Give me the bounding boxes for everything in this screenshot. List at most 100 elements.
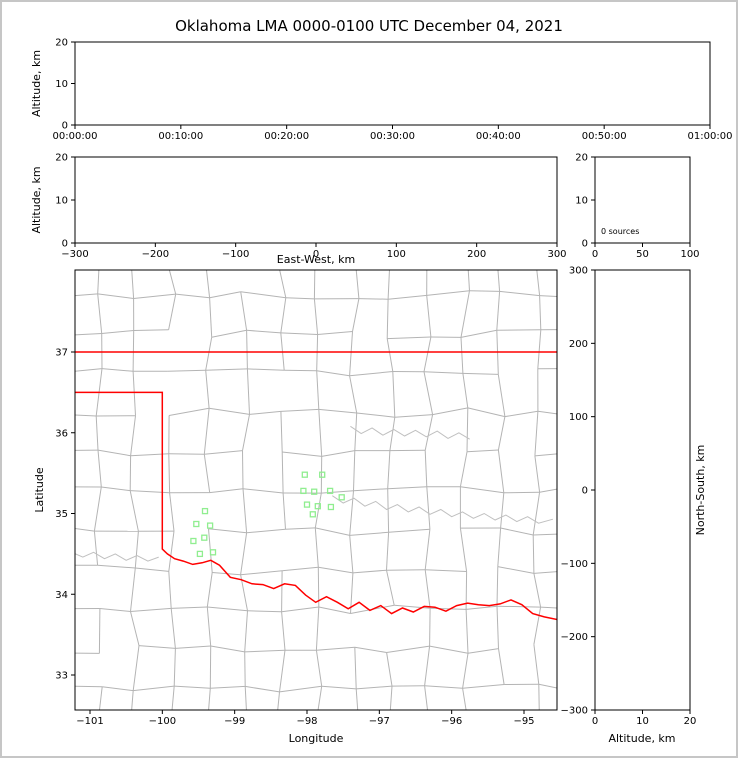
county-line xyxy=(98,608,101,654)
county-line xyxy=(386,299,389,339)
county-line xyxy=(424,569,431,609)
map-content xyxy=(75,270,557,710)
river-line xyxy=(332,495,554,524)
county-line xyxy=(205,270,211,298)
county-line xyxy=(282,566,319,572)
county-line xyxy=(281,611,286,651)
x-tick-label: 00:20:00 xyxy=(264,131,309,142)
lma-station-marker xyxy=(309,511,316,518)
county-line xyxy=(460,486,504,494)
county-line xyxy=(497,374,506,417)
county-line xyxy=(133,293,176,299)
x-tick-label: −96 xyxy=(441,716,462,727)
county-line xyxy=(211,329,247,338)
county-line xyxy=(358,298,389,300)
county-line xyxy=(466,407,469,452)
county-line xyxy=(462,653,469,689)
county-line xyxy=(130,415,136,456)
county-line xyxy=(240,291,286,299)
county-line xyxy=(101,368,134,372)
county-line xyxy=(467,407,506,418)
county-line xyxy=(355,270,360,299)
county-line xyxy=(533,533,557,536)
county-line xyxy=(430,607,467,610)
county-line xyxy=(352,569,387,574)
county-line xyxy=(321,450,355,457)
county-line xyxy=(99,608,131,612)
county-line xyxy=(534,411,539,456)
county-line xyxy=(466,605,498,610)
county-line xyxy=(537,410,557,415)
y-tick-label: 33 xyxy=(55,671,68,682)
time-panel-ylabel: Altitude, km xyxy=(30,50,43,117)
x-tick-label: −200 xyxy=(142,249,169,260)
county-line xyxy=(279,650,286,692)
county-line xyxy=(242,450,244,489)
county-line xyxy=(424,414,434,451)
county-line xyxy=(536,270,541,296)
county-line xyxy=(75,368,103,372)
county-line xyxy=(98,686,103,710)
x-tick-label: 0 xyxy=(313,249,319,260)
county-line xyxy=(354,646,387,653)
county-line xyxy=(497,270,501,292)
county-line xyxy=(209,297,213,338)
county-line xyxy=(75,652,100,654)
county-line xyxy=(203,454,211,493)
river-line xyxy=(350,425,470,440)
county-line xyxy=(281,451,284,494)
county-line xyxy=(282,492,286,530)
county-line xyxy=(462,372,499,375)
county-line xyxy=(532,534,535,574)
county-line xyxy=(315,606,320,651)
x-tick-label: 00:30:00 xyxy=(370,131,415,142)
map-xlabel: Longitude xyxy=(289,732,344,745)
county-line xyxy=(316,370,320,410)
county-line xyxy=(349,535,354,573)
lma-station-marker xyxy=(327,503,335,511)
county-line xyxy=(426,486,431,530)
x-tick-label: 0 xyxy=(592,249,598,260)
county-line xyxy=(462,688,467,710)
county-line xyxy=(459,528,468,572)
y-tick-label: 37 xyxy=(55,348,68,359)
county-line xyxy=(386,645,430,653)
county-line xyxy=(321,490,354,494)
county-line xyxy=(538,684,540,710)
x-tick-label: −300 xyxy=(61,249,88,260)
county-line xyxy=(504,410,538,418)
county-line xyxy=(432,407,468,416)
county-line xyxy=(169,407,210,416)
lma-station-marker xyxy=(190,537,197,545)
x-tick-label: 00:00:00 xyxy=(53,131,98,142)
county-line xyxy=(389,686,393,710)
county-line xyxy=(131,690,134,710)
county-line xyxy=(533,573,542,608)
county-line xyxy=(240,574,248,611)
county-line xyxy=(533,607,542,645)
county-line xyxy=(425,569,467,572)
lma-station-marker xyxy=(326,487,334,495)
county-line xyxy=(429,608,431,647)
x-tick-label: 00:40:00 xyxy=(476,131,521,142)
county-line xyxy=(75,333,102,336)
county-line xyxy=(386,570,395,606)
y-tick-label: 0 xyxy=(62,121,68,132)
county-line xyxy=(279,270,287,298)
county-line xyxy=(97,293,103,334)
county-line xyxy=(496,291,501,331)
x-tick-label: 10 xyxy=(636,716,649,727)
y-tick-label: 0 xyxy=(62,239,68,250)
county-line xyxy=(387,270,390,300)
county-line xyxy=(503,491,540,494)
county-line xyxy=(386,652,393,687)
plan-view-map-panel xyxy=(74,269,558,711)
county-line xyxy=(317,686,323,710)
x-tick-label: 0 xyxy=(592,716,598,727)
state-border-texas-red-river xyxy=(75,391,557,621)
county-line xyxy=(316,646,355,651)
county-line xyxy=(353,450,356,491)
county-line xyxy=(349,371,393,377)
county-line xyxy=(281,570,283,612)
